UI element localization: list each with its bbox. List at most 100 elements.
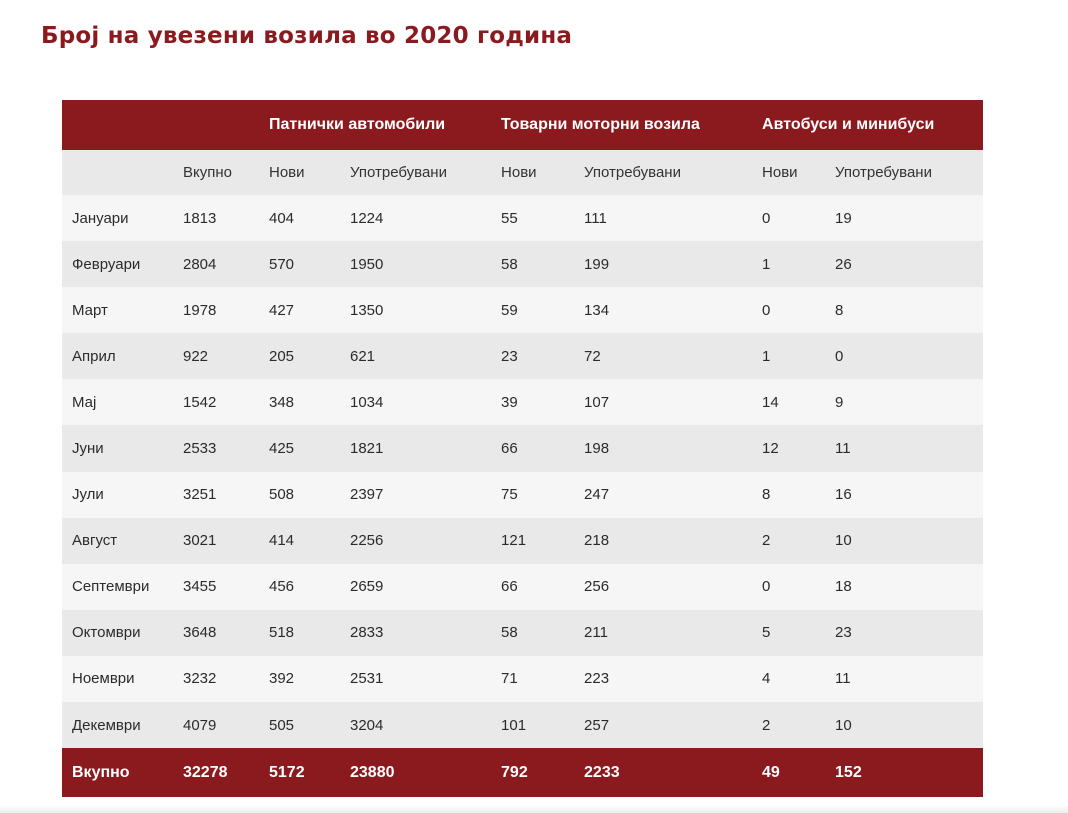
group-header-buses: Автобуси и минибуси bbox=[762, 116, 935, 133]
table-cell: 101 bbox=[501, 716, 527, 734]
table-cell: 1224 bbox=[350, 209, 384, 227]
table-cell: 0 bbox=[835, 347, 844, 365]
table-cell: 72 bbox=[584, 347, 601, 365]
month-cell: Декември bbox=[72, 716, 141, 734]
table-cell: 5 bbox=[762, 624, 771, 642]
table-cell: 121 bbox=[501, 532, 527, 550]
group-header-cell bbox=[173, 100, 259, 150]
table-cell: 66 bbox=[501, 440, 518, 458]
table-cell: 508 bbox=[269, 486, 295, 504]
total-cell: 32278 bbox=[183, 763, 228, 781]
table-cell: 1350 bbox=[350, 301, 384, 319]
table-cell: 1950 bbox=[350, 255, 384, 273]
table-cell: 247 bbox=[584, 486, 610, 504]
month-cell: Јули bbox=[72, 486, 104, 504]
table-cell: 427 bbox=[269, 301, 295, 319]
table-cell: 1542 bbox=[183, 393, 217, 411]
table-cell: 0 bbox=[762, 578, 771, 596]
table-row: Април 922 205 621 23 72 1 0 bbox=[62, 333, 984, 380]
table-cell: 256 bbox=[584, 578, 610, 596]
table-cell: 75 bbox=[501, 486, 518, 504]
table-cell: 211 bbox=[584, 624, 608, 642]
total-cell: 792 bbox=[501, 763, 528, 781]
table-cell: 2 bbox=[762, 532, 771, 550]
table-cell: 1 bbox=[762, 255, 771, 273]
table-cell: 3648 bbox=[183, 624, 217, 642]
table-row: Мај 1542 348 1034 39 107 14 9 bbox=[62, 379, 984, 426]
table-cell: 58 bbox=[501, 624, 518, 642]
table-cell: 2531 bbox=[350, 670, 384, 688]
table-cell: 2256 bbox=[350, 532, 384, 550]
total-cell: 23880 bbox=[350, 763, 395, 781]
table-cell: 55 bbox=[501, 209, 518, 227]
page-title: Број на увезени возила во 2020 година bbox=[41, 23, 573, 49]
month-cell: Септември bbox=[72, 578, 150, 596]
table-cell: 8 bbox=[835, 301, 844, 319]
table-cell: 3021 bbox=[183, 532, 217, 550]
total-cell: 5172 bbox=[269, 763, 305, 781]
sub-header-row: Вкупно Нови Употребувани Нови Употребува… bbox=[62, 150, 984, 195]
table-cell: 2397 bbox=[350, 486, 384, 504]
table-cell: 2833 bbox=[350, 624, 384, 642]
table-cell: 0 bbox=[762, 209, 771, 227]
total-row: Вкупно 32278 5172 23880 792 2233 49 152 bbox=[62, 748, 984, 798]
table-cell: 257 bbox=[584, 716, 610, 734]
bottom-edge-shadow bbox=[0, 805, 1068, 813]
sub-header-total: Вкупно bbox=[183, 164, 232, 181]
table-cell: 2659 bbox=[350, 578, 384, 596]
table-cell: 8 bbox=[762, 486, 771, 504]
table-cell: 198 bbox=[584, 440, 610, 458]
table-cell: 4079 bbox=[183, 716, 217, 734]
group-header-row: Патнички автомобили Товарни моторни вози… bbox=[62, 100, 984, 150]
month-cell: Февруари bbox=[72, 255, 141, 273]
table-cell: 1034 bbox=[350, 393, 384, 411]
month-cell: Март bbox=[72, 301, 108, 319]
table-cell: 425 bbox=[269, 440, 295, 458]
table-cell: 10 bbox=[835, 532, 852, 550]
table-cell: 404 bbox=[269, 209, 295, 227]
imports-table-container: Патнички автомобили Товарни моторни вози… bbox=[62, 100, 984, 798]
sub-header-buses-used: Употребувани bbox=[835, 164, 932, 181]
table-cell: 3204 bbox=[350, 716, 384, 734]
table-cell: 2 bbox=[762, 716, 771, 734]
table-cell: 0 bbox=[762, 301, 771, 319]
table-cell: 23 bbox=[501, 347, 518, 365]
table-cell: 2804 bbox=[183, 255, 217, 273]
table-cell: 71 bbox=[501, 670, 518, 688]
group-header-passenger-cars: Патнички автомобили bbox=[269, 116, 446, 133]
table-cell: 199 bbox=[584, 255, 610, 273]
table-cell: 16 bbox=[835, 486, 852, 504]
table-cell: 18 bbox=[835, 578, 852, 596]
table-cell: 456 bbox=[269, 578, 295, 596]
table-cell: 39 bbox=[501, 393, 518, 411]
table-cell: 107 bbox=[584, 393, 610, 411]
table-cell: 9 bbox=[835, 393, 844, 411]
table-cell: 3455 bbox=[183, 578, 217, 596]
table-row: Март 1978 427 1350 59 134 0 8 bbox=[62, 287, 984, 334]
table-cell: 518 bbox=[269, 624, 295, 642]
month-cell: Јануари bbox=[72, 209, 129, 227]
table-cell: 414 bbox=[269, 532, 295, 550]
table-row: Јуни 2533 425 1821 66 198 12 11 bbox=[62, 425, 984, 472]
table-cell: 223 bbox=[584, 670, 610, 688]
month-cell: Октомври bbox=[72, 624, 141, 642]
table-cell: 4 bbox=[762, 670, 771, 688]
table-cell: 19 bbox=[835, 209, 852, 227]
imports-table: Патнички автомобили Товарни моторни вози… bbox=[62, 100, 984, 798]
month-cell: Април bbox=[72, 347, 116, 365]
table-cell: 621 bbox=[350, 347, 376, 365]
table-body: Јануари 1813 404 1224 55 111 0 19 Февруа… bbox=[62, 195, 984, 749]
total-cell: 2233 bbox=[584, 763, 620, 781]
total-cell: 49 bbox=[762, 763, 780, 781]
table-row: Февруари 2804 570 1950 58 199 1 26 bbox=[62, 241, 984, 288]
table-cell: 12 bbox=[762, 440, 779, 458]
table-row: Декември 4079 505 3204 101 257 2 10 bbox=[62, 702, 984, 749]
sub-header-freight-new: Нови bbox=[501, 164, 537, 181]
total-cell: 152 bbox=[835, 763, 862, 781]
sub-header-cars-used: Употребувани bbox=[350, 164, 447, 181]
table-row: Ноември 3232 392 2531 71 223 4 11 bbox=[62, 655, 984, 703]
table-cell: 922 bbox=[183, 347, 209, 365]
table-row: Август 3021 414 2256 121 218 2 10 bbox=[62, 517, 984, 564]
table-cell: 3232 bbox=[183, 670, 217, 688]
table-cell: 10 bbox=[835, 716, 852, 734]
